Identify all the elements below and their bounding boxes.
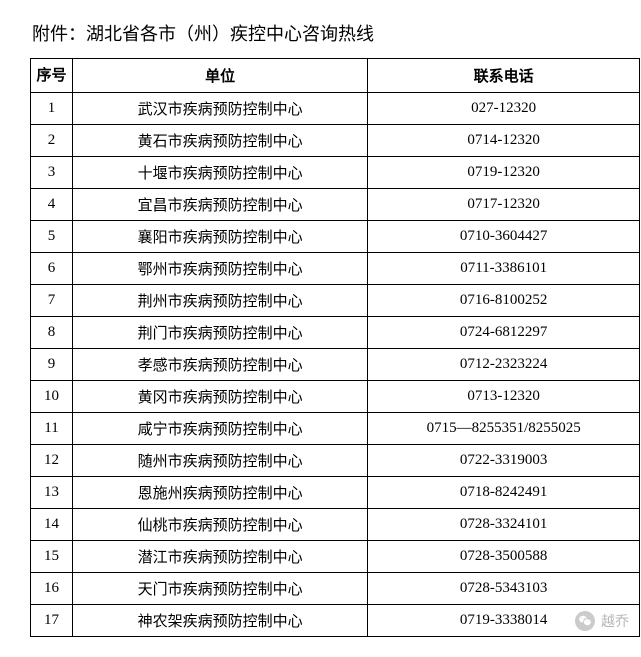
wechat-icon — [575, 611, 595, 631]
cell-unit: 襄阳市疾病预防控制中心 — [72, 221, 367, 253]
cell-seq: 6 — [31, 253, 73, 285]
table-row: 6鄂州市疾病预防控制中心0711-3386101 — [31, 253, 640, 285]
cell-phone: 027-12320 — [368, 93, 640, 125]
cell-seq: 2 — [31, 125, 73, 157]
cell-phone: 0717-12320 — [368, 189, 640, 221]
table-row: 17神农架疾病预防控制中心0719-3338014 — [31, 605, 640, 637]
header-unit: 单位 — [72, 59, 367, 93]
cell-unit: 恩施州疾病预防控制中心 — [72, 477, 367, 509]
watermark: 越乔 — [575, 611, 629, 631]
cell-unit: 黄石市疾病预防控制中心 — [72, 125, 367, 157]
cell-phone: 0722-3319003 — [368, 445, 640, 477]
table-row: 3十堰市疾病预防控制中心0719-12320 — [31, 157, 640, 189]
cell-seq: 17 — [31, 605, 73, 637]
cell-unit: 孝感市疾病预防控制中心 — [72, 349, 367, 381]
cell-unit: 十堰市疾病预防控制中心 — [72, 157, 367, 189]
cell-seq: 7 — [31, 285, 73, 317]
table-row: 11咸宁市疾病预防控制中心0715—8255351/8255025 — [31, 413, 640, 445]
table-row: 12随州市疾病预防控制中心0722-3319003 — [31, 445, 640, 477]
cell-unit: 黄冈市疾病预防控制中心 — [72, 381, 367, 413]
cell-phone: 0719-12320 — [368, 157, 640, 189]
table-row: 2黄石市疾病预防控制中心0714-12320 — [31, 125, 640, 157]
cell-unit: 鄂州市疾病预防控制中心 — [72, 253, 367, 285]
table-row: 15潜江市疾病预防控制中心0728-3500588 — [31, 541, 640, 573]
cell-phone: 0728-5343103 — [368, 573, 640, 605]
cell-seq: 4 — [31, 189, 73, 221]
header-seq: 序号 — [31, 59, 73, 93]
cell-phone: 0724-6812297 — [368, 317, 640, 349]
cell-phone: 0714-12320 — [368, 125, 640, 157]
table-header-row: 序号 单位 联系电话 — [31, 59, 640, 93]
table-row: 1武汉市疾病预防控制中心027-12320 — [31, 93, 640, 125]
table-row: 16天门市疾病预防控制中心0728-5343103 — [31, 573, 640, 605]
cell-phone: 0715—8255351/8255025 — [368, 413, 640, 445]
cell-unit: 随州市疾病预防控制中心 — [72, 445, 367, 477]
table-row: 4宜昌市疾病预防控制中心0717-12320 — [31, 189, 640, 221]
table-row: 8荆门市疾病预防控制中心0724-6812297 — [31, 317, 640, 349]
watermark-text: 越乔 — [601, 611, 629, 631]
cell-seq: 1 — [31, 93, 73, 125]
cell-unit: 潜江市疾病预防控制中心 — [72, 541, 367, 573]
cell-phone: 0728-3324101 — [368, 509, 640, 541]
table-row: 13恩施州疾病预防控制中心0718-8242491 — [31, 477, 640, 509]
cell-seq: 3 — [31, 157, 73, 189]
table-row: 14仙桃市疾病预防控制中心0728-3324101 — [31, 509, 640, 541]
cell-phone: 0718-8242491 — [368, 477, 640, 509]
cell-seq: 14 — [31, 509, 73, 541]
cell-seq: 10 — [31, 381, 73, 413]
cell-unit: 武汉市疾病预防控制中心 — [72, 93, 367, 125]
table-row: 5襄阳市疾病预防控制中心0710-3604427 — [31, 221, 640, 253]
header-phone: 联系电话 — [368, 59, 640, 93]
cell-unit: 荆州市疾病预防控制中心 — [72, 285, 367, 317]
cell-phone: 0710-3604427 — [368, 221, 640, 253]
cell-phone: 0712-2323224 — [368, 349, 640, 381]
cell-phone: 0728-3500588 — [368, 541, 640, 573]
cdc-hotline-table: 序号 单位 联系电话 1武汉市疾病预防控制中心027-123202黄石市疾病预防… — [30, 58, 640, 637]
cell-seq: 8 — [31, 317, 73, 349]
cell-unit: 宜昌市疾病预防控制中心 — [72, 189, 367, 221]
table-row: 9孝感市疾病预防控制中心0712-2323224 — [31, 349, 640, 381]
cell-unit: 咸宁市疾病预防控制中心 — [72, 413, 367, 445]
cell-seq: 13 — [31, 477, 73, 509]
cell-seq: 5 — [31, 221, 73, 253]
table-row: 10黄冈市疾病预防控制中心0713-12320 — [31, 381, 640, 413]
cell-phone: 0713-12320 — [368, 381, 640, 413]
cell-seq: 12 — [31, 445, 73, 477]
cell-seq: 9 — [31, 349, 73, 381]
cell-seq: 15 — [31, 541, 73, 573]
cell-unit: 天门市疾病预防控制中心 — [72, 573, 367, 605]
cell-phone: 0716-8100252 — [368, 285, 640, 317]
cell-unit: 仙桃市疾病预防控制中心 — [72, 509, 367, 541]
page-title: 附件：湖北省各市（州）疾控中心咨询热线 — [20, 20, 621, 46]
cell-unit: 荆门市疾病预防控制中心 — [72, 317, 367, 349]
cell-seq: 16 — [31, 573, 73, 605]
cell-phone: 0711-3386101 — [368, 253, 640, 285]
table-row: 7荆州市疾病预防控制中心0716-8100252 — [31, 285, 640, 317]
cell-unit: 神农架疾病预防控制中心 — [72, 605, 367, 637]
cell-seq: 11 — [31, 413, 73, 445]
